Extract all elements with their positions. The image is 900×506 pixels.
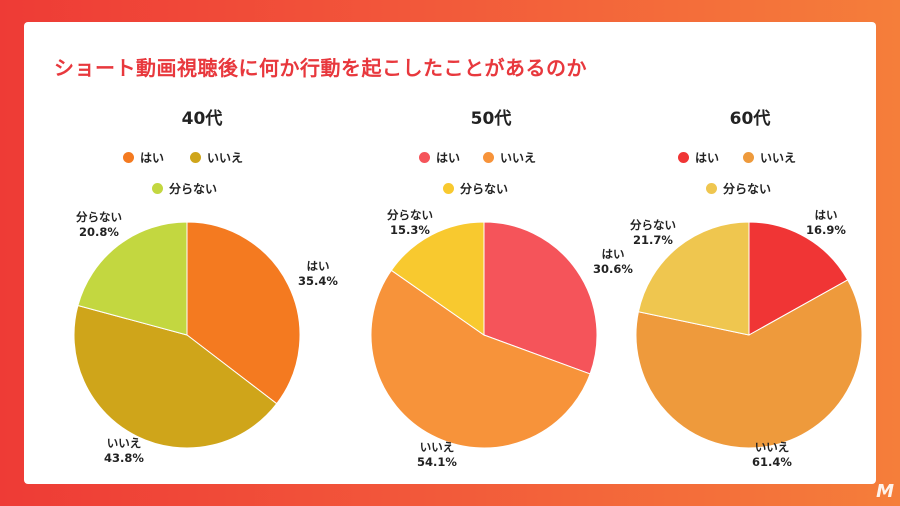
legend-label: いいえ: [207, 151, 244, 165]
pie-slice-no: [370, 269, 591, 449]
legend-item-unknown: 分らない: [443, 180, 508, 197]
legend-label: 分らない: [723, 182, 772, 196]
pie-slice-yes: [483, 221, 598, 375]
slice-label-no: いいえ 43.8%: [104, 436, 144, 465]
legend-label: 分らない: [460, 182, 509, 196]
slice-label-no: いいえ 61.4%: [752, 440, 792, 469]
chart-title: ショート動画視聴後に何か行動を起こしたことがあるのか: [54, 56, 587, 80]
pie-slice-no: [635, 279, 863, 449]
slice-label-unknown: 分らない 21.7%: [630, 218, 676, 247]
legend-item-no: いいえ: [190, 149, 243, 166]
legend-swatch: [190, 152, 201, 163]
slice-label-no: いいえ 54.1%: [417, 440, 457, 469]
legend-swatch: [678, 152, 689, 163]
pie-chart-60s: [635, 221, 863, 449]
pie-title: 40代: [181, 109, 223, 129]
legend-label: はい: [436, 151, 461, 165]
legend-label: はい: [140, 151, 165, 165]
legend-swatch: [443, 183, 454, 194]
legend-item-no: いいえ: [743, 149, 796, 166]
legend-item-yes: はい: [123, 149, 164, 166]
pie-chart-50s: [370, 221, 598, 449]
slice-label-yes: はい 30.6%: [593, 247, 633, 276]
slice-label-yes: はい 16.9%: [806, 208, 846, 237]
legend-swatch: [706, 183, 717, 194]
slice-label-unknown: 分らない 20.8%: [76, 210, 122, 239]
brand-logo-icon: M: [876, 481, 894, 502]
pie-title: 50代: [470, 109, 512, 129]
legend-label: はい: [695, 151, 720, 165]
legend-item-yes: はい: [678, 149, 719, 166]
legend-swatch: [419, 152, 430, 163]
legend-item-no: いいえ: [483, 149, 536, 166]
legend-item-unknown: 分らない: [706, 180, 771, 197]
pie-title: 60代: [729, 109, 771, 129]
legend-swatch: [123, 152, 134, 163]
pie-panel-60s: 60代 はい いいえ 分らない はい 16.9% いいえ 61.4% 分らない 21.…: [610, 22, 890, 484]
pie-chart-40s: [73, 221, 301, 449]
slice-label-yes: はい 35.4%: [298, 259, 338, 288]
pie-slice-unknown: [77, 221, 188, 336]
slice-label-unknown: 分らない 15.3%: [387, 208, 433, 237]
legend-swatch: [483, 152, 494, 163]
pie-panel-40s: 40代 はい いいえ 分らない はい 35.4% いいえ 43.8% 分らない 20.…: [62, 22, 342, 484]
legend-label: 分らない: [169, 182, 218, 196]
legend-swatch: [152, 183, 163, 194]
legend-swatch: [743, 152, 754, 163]
legend-item-yes: はい: [419, 149, 460, 166]
legend-label: いいえ: [760, 151, 797, 165]
chart-card: ショート動画視聴後に何か行動を起こしたことがあるのか 40代 はい いいえ 分ら…: [24, 22, 876, 484]
legend-label: いいえ: [500, 151, 537, 165]
legend-item-unknown: 分らない: [152, 180, 217, 197]
pie-slice-unknown: [390, 221, 485, 336]
pie-slice-yes: [748, 221, 849, 336]
pie-panel-50s: 50代 はい いいえ 分らない はい 30.6% いいえ 54.1% 分らない 15.…: [351, 22, 633, 484]
pie-slice-no: [73, 304, 278, 449]
pie-slice-yes: [186, 221, 301, 405]
pie-slice-unknown: [637, 221, 750, 336]
